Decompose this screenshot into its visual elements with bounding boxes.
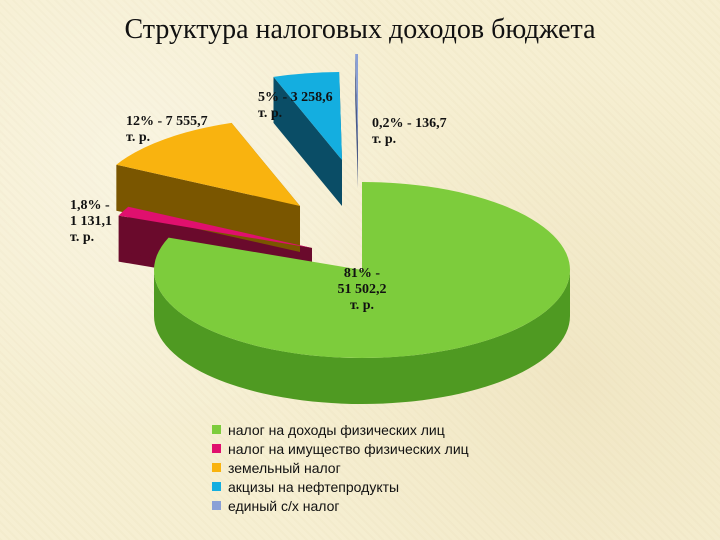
slice-5	[355, 54, 358, 142]
legend-label: единый с/х налог	[228, 497, 340, 514]
legend-swatch	[212, 463, 221, 472]
slice-label-line: 81% -	[343, 266, 381, 281]
legend: налог на доходы физических лиц налог на и…	[212, 420, 522, 515]
slice-cut-face-5-1	[355, 54, 358, 189]
slice-label-line: 1 131,1	[70, 214, 112, 229]
legend-label: налог на доходы физических лиц	[228, 421, 445, 438]
slice-label-line: т. р.	[349, 298, 375, 313]
legend-swatch	[212, 425, 221, 434]
legend-item: акцизы на нефтепродукты	[212, 477, 522, 496]
slice-label-3: 12% - 7 555,7 т. р.	[126, 114, 208, 146]
legend-item: налог на имущество физических лиц	[212, 439, 522, 458]
chart-title: Структура налоговых доходов бюджета	[124, 14, 596, 45]
pie-slices	[116, 54, 570, 359]
slice-label-line: 1,8% -	[70, 198, 110, 213]
slice-3	[116, 122, 300, 206]
slice-cut-face-3-1	[116, 164, 300, 252]
legend-label: акцизы на нефтепродукты	[228, 478, 400, 495]
slice-label-2: 1,8% -1 131,1 т. р.	[70, 198, 112, 246]
slice-label-line: т. р.	[372, 132, 397, 147]
slice-label-1: 81% -51 502,2 т. р.	[338, 266, 387, 314]
slice-label-4: 5% - 3 258,6 т. р.	[258, 90, 333, 122]
legend-item: налог на доходы физических лиц	[212, 420, 522, 439]
slice-label-line: т. р.	[126, 130, 151, 145]
slice-label-line: т. р.	[258, 106, 283, 121]
legend-swatch	[212, 444, 221, 453]
slice-label-line: т. р.	[70, 230, 95, 245]
legend-swatch	[212, 501, 221, 510]
slice-side-1	[154, 270, 570, 404]
slice-label-line: 5% - 3 258,6	[258, 90, 333, 105]
slice-label-line: 0,2% - 136,7	[372, 116, 447, 131]
slice-1	[153, 182, 570, 359]
slice-label-5: 0,2% - 136,7 т. р.	[372, 116, 447, 148]
slice-4	[273, 72, 342, 160]
slice-2	[118, 206, 312, 248]
slice-label-line: 51 502,2	[337, 282, 387, 297]
legend-item: земельный налог	[212, 458, 522, 477]
legend-label: земельный налог	[228, 459, 341, 476]
legend-item: единый с/х налог	[212, 496, 522, 515]
slice-cut-face-4-1	[273, 76, 342, 207]
slice-label-line: 12% - 7 555,7	[126, 114, 208, 129]
legend-label: налог на имущество физических лиц	[228, 440, 469, 457]
legend-swatch	[212, 482, 221, 491]
